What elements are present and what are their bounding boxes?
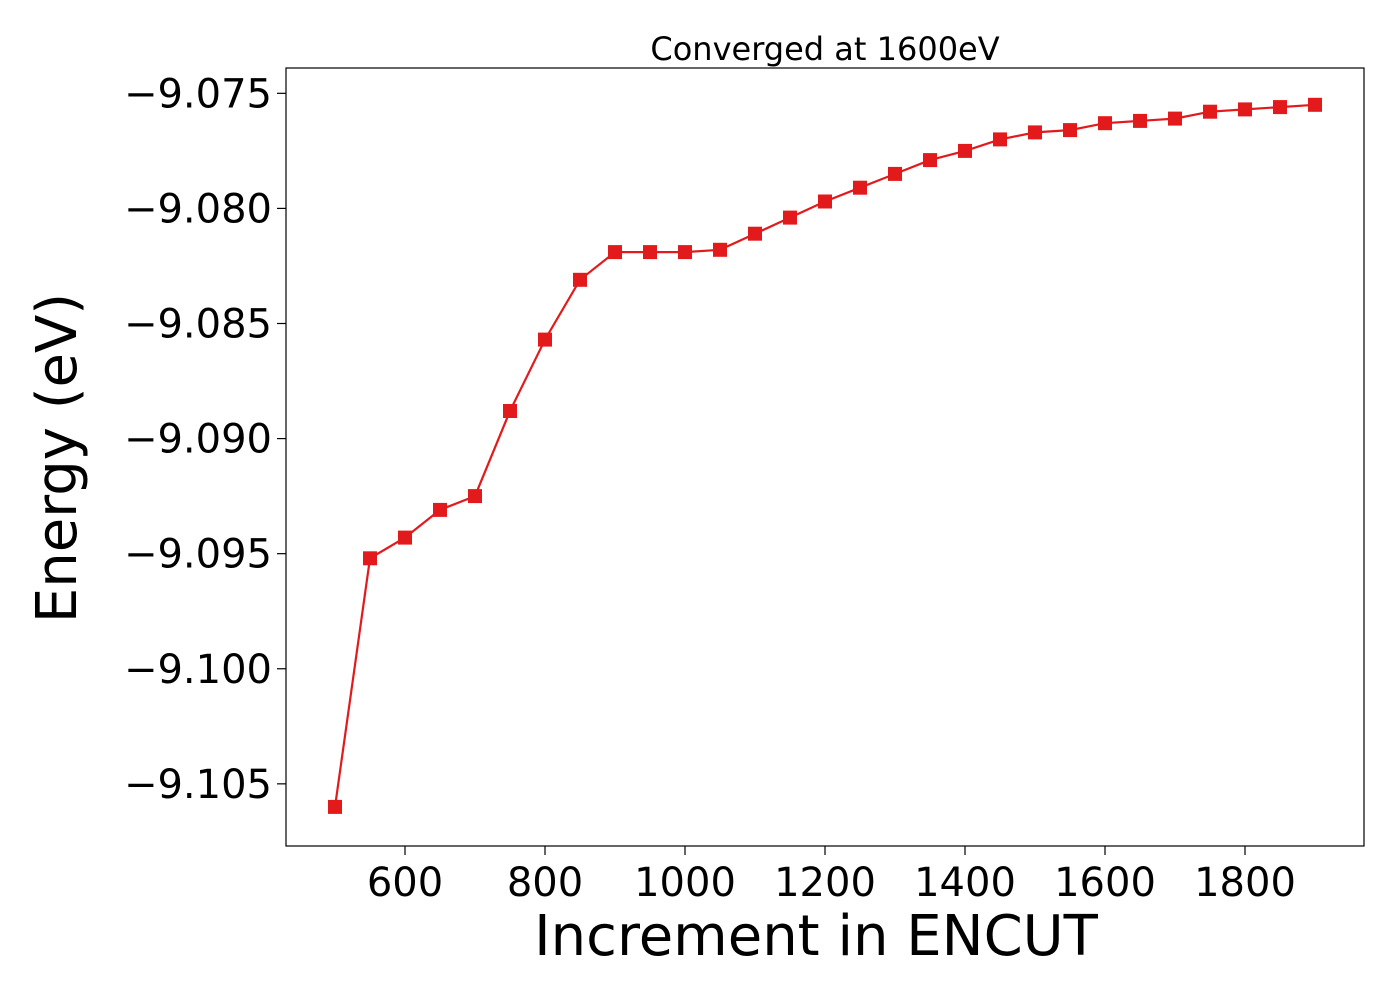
x-tick-label: 600 xyxy=(367,860,443,906)
y-tick-label: −9.105 xyxy=(124,762,272,808)
data-point xyxy=(1308,97,1322,112)
data-point xyxy=(818,194,832,209)
data-point xyxy=(398,530,412,545)
data-point xyxy=(468,489,482,504)
chart-title: Converged at 1600eV xyxy=(650,30,999,68)
y-axis: −9.075 −9.080 −9.085 −9.090 −9.095 −9.100 −9.1… xyxy=(124,71,286,808)
x-tick-label: 800 xyxy=(507,860,583,906)
data-point xyxy=(853,180,867,195)
y-axis-title: Energy (eV) xyxy=(25,293,90,623)
x-tick-label: 1400 xyxy=(914,860,1016,906)
data-point xyxy=(713,242,727,257)
y-tick-label: −9.085 xyxy=(124,301,272,347)
data-point xyxy=(1133,113,1147,128)
x-tick-label: 1800 xyxy=(1194,860,1296,906)
y-tick-label: −9.100 xyxy=(124,647,272,693)
x-axis-title: Increment in ENCUT xyxy=(534,904,1099,969)
y-tick-label: −9.075 xyxy=(124,71,272,117)
y-tick-label: −9.090 xyxy=(124,417,272,463)
data-point xyxy=(328,799,342,814)
data-point xyxy=(678,245,692,260)
y-tick-label: −9.095 xyxy=(124,532,272,578)
data-point xyxy=(643,245,657,260)
data-point xyxy=(1098,116,1112,131)
data-point xyxy=(1028,125,1042,140)
data-point xyxy=(748,226,762,241)
data-point xyxy=(538,332,552,347)
series-layer xyxy=(328,97,1322,814)
data-point xyxy=(888,166,902,181)
data-point xyxy=(608,245,622,260)
data-point xyxy=(923,153,937,168)
data-point xyxy=(1063,123,1077,138)
data-point xyxy=(783,210,797,225)
x-tick-label: 1200 xyxy=(774,860,876,906)
data-point xyxy=(1168,111,1182,126)
data-point xyxy=(573,272,587,287)
x-tick-label: 1600 xyxy=(1054,860,1156,906)
y-tick-label: −9.080 xyxy=(124,186,272,232)
data-point xyxy=(993,132,1007,147)
data-point xyxy=(1273,100,1287,115)
data-point xyxy=(363,551,377,566)
data-point xyxy=(503,404,517,418)
data-point xyxy=(433,502,447,517)
data-point xyxy=(1203,104,1217,119)
data-point xyxy=(958,143,972,158)
x-tick-label: 1000 xyxy=(634,860,736,906)
data-point xyxy=(1238,102,1252,117)
x-axis: 600 800 1000 1200 1400 1600 1800 xyxy=(367,846,1296,906)
